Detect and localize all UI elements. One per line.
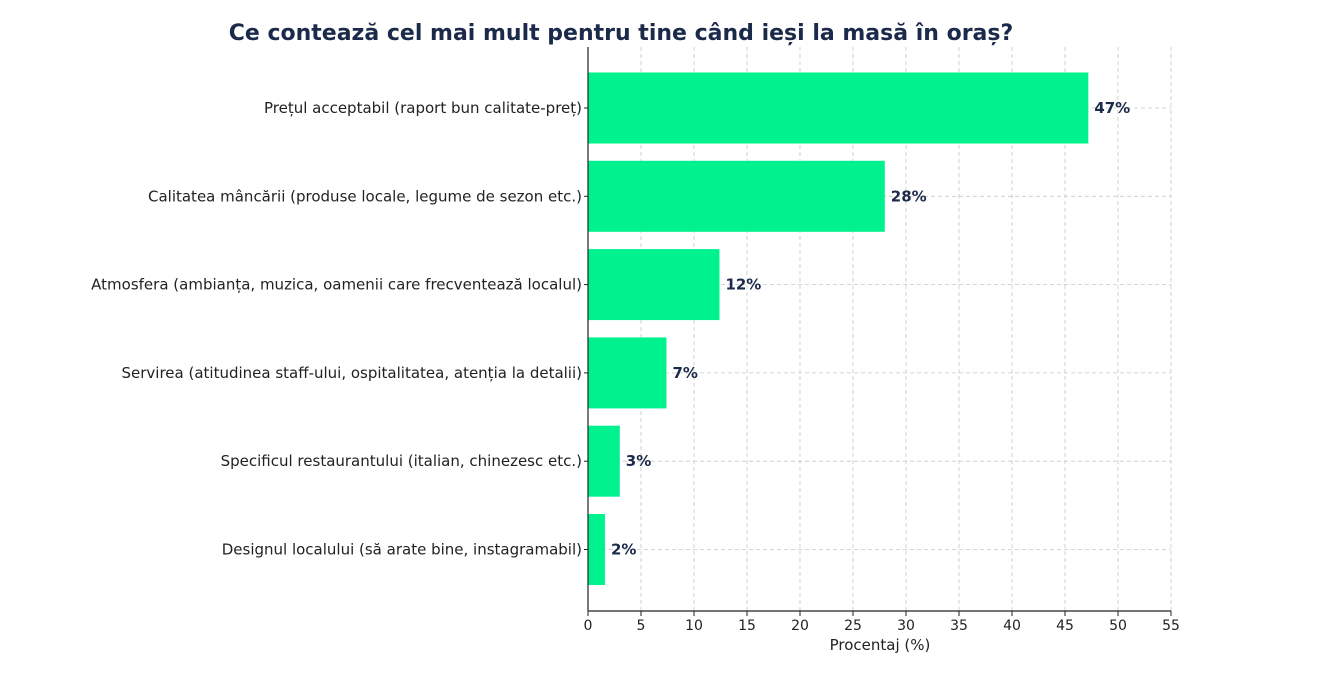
bar xyxy=(588,337,667,409)
x-tick-label: 20 xyxy=(791,618,809,634)
bar xyxy=(588,425,620,497)
axes xyxy=(584,47,1172,616)
bars xyxy=(588,72,1089,585)
x-axis-title: Procentaj (%) xyxy=(830,636,931,654)
category-label: Prețul acceptabil (raport bun calitate-p… xyxy=(264,99,582,117)
x-tick-label: 45 xyxy=(1056,618,1074,634)
category-label: Atmosfera (ambianța, muzica, oamenii car… xyxy=(91,276,582,294)
labels: 0 5 10 15 20 25 30 35 40 45 50 55 Prețul acceptabil … xyxy=(91,99,1180,634)
data-label: 3% xyxy=(626,452,651,470)
x-tick-label: 10 xyxy=(685,618,703,634)
x-tick-label: 35 xyxy=(950,618,968,634)
x-tick-label: 15 xyxy=(738,618,756,634)
x-tick-label: 30 xyxy=(897,618,915,634)
chart-title: Ce contează cel mai mult pentru tine cân… xyxy=(229,21,1014,46)
bar xyxy=(588,72,1089,144)
data-label: 47% xyxy=(1094,99,1130,117)
x-tick-label: 40 xyxy=(1003,618,1021,634)
category-label: Designul localului (să arate bine, insta… xyxy=(222,541,582,559)
x-tick-label: 5 xyxy=(637,618,646,634)
data-label: 28% xyxy=(891,187,927,205)
category-label: Calitatea mâncării (produse locale, legu… xyxy=(148,187,582,205)
bar xyxy=(588,160,885,232)
x-tick-label: 25 xyxy=(844,618,862,634)
data-label: 12% xyxy=(725,276,761,294)
x-tick-label: 0 xyxy=(584,618,593,634)
bar xyxy=(588,514,605,585)
x-tick-label: 55 xyxy=(1162,618,1180,634)
data-label: 2% xyxy=(611,541,636,559)
data-label: 7% xyxy=(672,364,697,382)
category-label: Specificul restaurantului (italian, chin… xyxy=(221,452,582,470)
bar xyxy=(588,249,720,321)
category-label: Servirea (atitudinea staff-ului, ospital… xyxy=(122,364,583,382)
x-tick-label: 50 xyxy=(1109,618,1127,634)
